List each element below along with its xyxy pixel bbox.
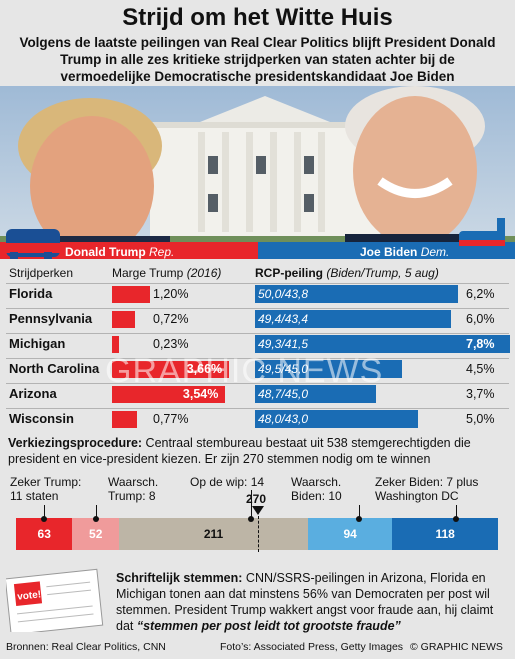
margin-value: 0,77% xyxy=(153,412,189,426)
rcp-bar xyxy=(255,310,452,328)
row-separator xyxy=(6,358,509,359)
footer-sources: Bronnen: Real Clear Politics, CNN xyxy=(6,641,166,653)
rcp-value: 5,0% xyxy=(466,412,495,426)
rcp-poll: 49,4/43,4 xyxy=(258,312,309,326)
rcp-poll: 50,0/43,8 xyxy=(258,287,309,301)
label-sure-biden: Zeker Biden: 7 plus Washington DC xyxy=(375,475,479,503)
segment-value: 94 xyxy=(343,527,357,541)
rcp-bar xyxy=(255,410,419,428)
state-name: Arizona xyxy=(9,386,57,401)
rcp-poll: 48,7/45,0 xyxy=(258,387,309,401)
label-lean-trump: Waarsch. Trump: 8 xyxy=(108,475,159,503)
margin-bar xyxy=(112,386,225,403)
margin-bar xyxy=(112,286,151,303)
watermark: GRAPHIC NEWS xyxy=(105,352,384,390)
candidates-photo xyxy=(0,86,515,259)
state-name: Michigan xyxy=(9,336,66,351)
sure-trump-segment xyxy=(16,518,73,550)
rcp-bar xyxy=(255,385,376,403)
rcp-bar xyxy=(255,285,458,303)
lean-trump-segment xyxy=(72,518,120,550)
label-lean-biden: Waarsch. Biden: 10 xyxy=(291,475,342,503)
rcp-value: 6,0% xyxy=(466,312,495,326)
margin-value: 3,54% xyxy=(182,387,219,401)
rcp-value: 3,7% xyxy=(466,387,495,401)
row-separator xyxy=(6,408,509,409)
state-name: Wisconsin xyxy=(9,411,74,426)
row-separator xyxy=(6,283,509,284)
state-name: Florida xyxy=(9,286,53,301)
margin-bar xyxy=(112,411,137,428)
threshold-arrow-icon xyxy=(252,506,264,515)
sure-biden-segment xyxy=(392,518,498,550)
procedure-text: Verkiezingsprocedure: Centraal stemburea… xyxy=(8,436,471,466)
lean-biden-segment xyxy=(308,518,393,550)
row-separator xyxy=(6,383,509,384)
ballot-envelope-icon: vote! xyxy=(6,568,104,632)
margin-value: 0,72% xyxy=(153,312,189,326)
rcp-poll: 49,5/45,0 xyxy=(258,362,309,376)
segment-value: 211 xyxy=(203,527,224,541)
segment-value: 52 xyxy=(89,527,103,541)
margin-value: 3,66% xyxy=(186,362,223,376)
biden-label: Joe Biden Dem. xyxy=(360,245,450,259)
footer-photos: Foto’s: Associated Press, Getty Images xyxy=(220,641,404,653)
margin-value: 0,23% xyxy=(153,337,189,351)
envelope-text: vote! xyxy=(17,589,42,602)
footer-credit: © GRAPHIC NEWS xyxy=(410,641,503,653)
margin-bar xyxy=(112,311,135,328)
row-separator xyxy=(6,308,509,309)
mail-voting-text: Schriftelijk stemmen: CNN/SSRS-peilingen… xyxy=(116,571,494,633)
state-name: North Carolina xyxy=(9,361,100,376)
page-title: Strijd om het Witte Huis xyxy=(122,4,393,31)
leader-dot xyxy=(92,516,99,522)
page-subtitle: Volgens de laatste peilingen van Real Cl… xyxy=(19,35,496,84)
trump-label: Donald Trump Rep. xyxy=(65,245,175,259)
leader-line xyxy=(358,505,360,518)
threshold-label: 270 xyxy=(246,492,267,506)
threshold-line xyxy=(257,516,259,552)
margin-bar xyxy=(112,336,120,353)
rcp-value: 6,2% xyxy=(466,287,495,301)
leader-dot xyxy=(41,516,48,522)
segment-value: 63 xyxy=(37,527,51,541)
leader-line xyxy=(251,490,253,518)
elephant-icon xyxy=(6,229,60,259)
label-tossup: Op de wip: 14 xyxy=(190,475,265,489)
header-margin: Marge Trump (2016) xyxy=(112,266,222,280)
leader-line xyxy=(455,505,457,518)
donkey-icon xyxy=(459,218,505,259)
state-name: Pennsylvania xyxy=(9,311,93,326)
leader-dot xyxy=(452,516,459,522)
leader-line xyxy=(44,505,46,518)
label-sure-trump: Zeker Trump: 11 staten xyxy=(10,475,82,503)
rcp-value: 7,8% xyxy=(466,337,495,351)
rcp-bar xyxy=(255,360,403,378)
row-separator xyxy=(6,333,509,334)
rcp-bar xyxy=(255,335,510,353)
rcp-poll: 49,3/41,5 xyxy=(258,337,309,351)
rcp-poll: 48,0/43,0 xyxy=(258,412,309,426)
margin-bar xyxy=(112,361,229,378)
header-rcp: RCP-peiling (Biden/Trump, 5 aug) xyxy=(255,266,439,280)
leader-dot xyxy=(248,516,255,522)
margin-value: 1,20% xyxy=(153,287,189,301)
leader-line xyxy=(95,505,97,518)
header-states: Strijdperken xyxy=(9,266,74,280)
segment-value: 118 xyxy=(435,527,455,541)
leader-dot xyxy=(355,516,362,522)
rcp-value: 4,5% xyxy=(466,362,495,376)
tossup-segment xyxy=(119,518,309,550)
